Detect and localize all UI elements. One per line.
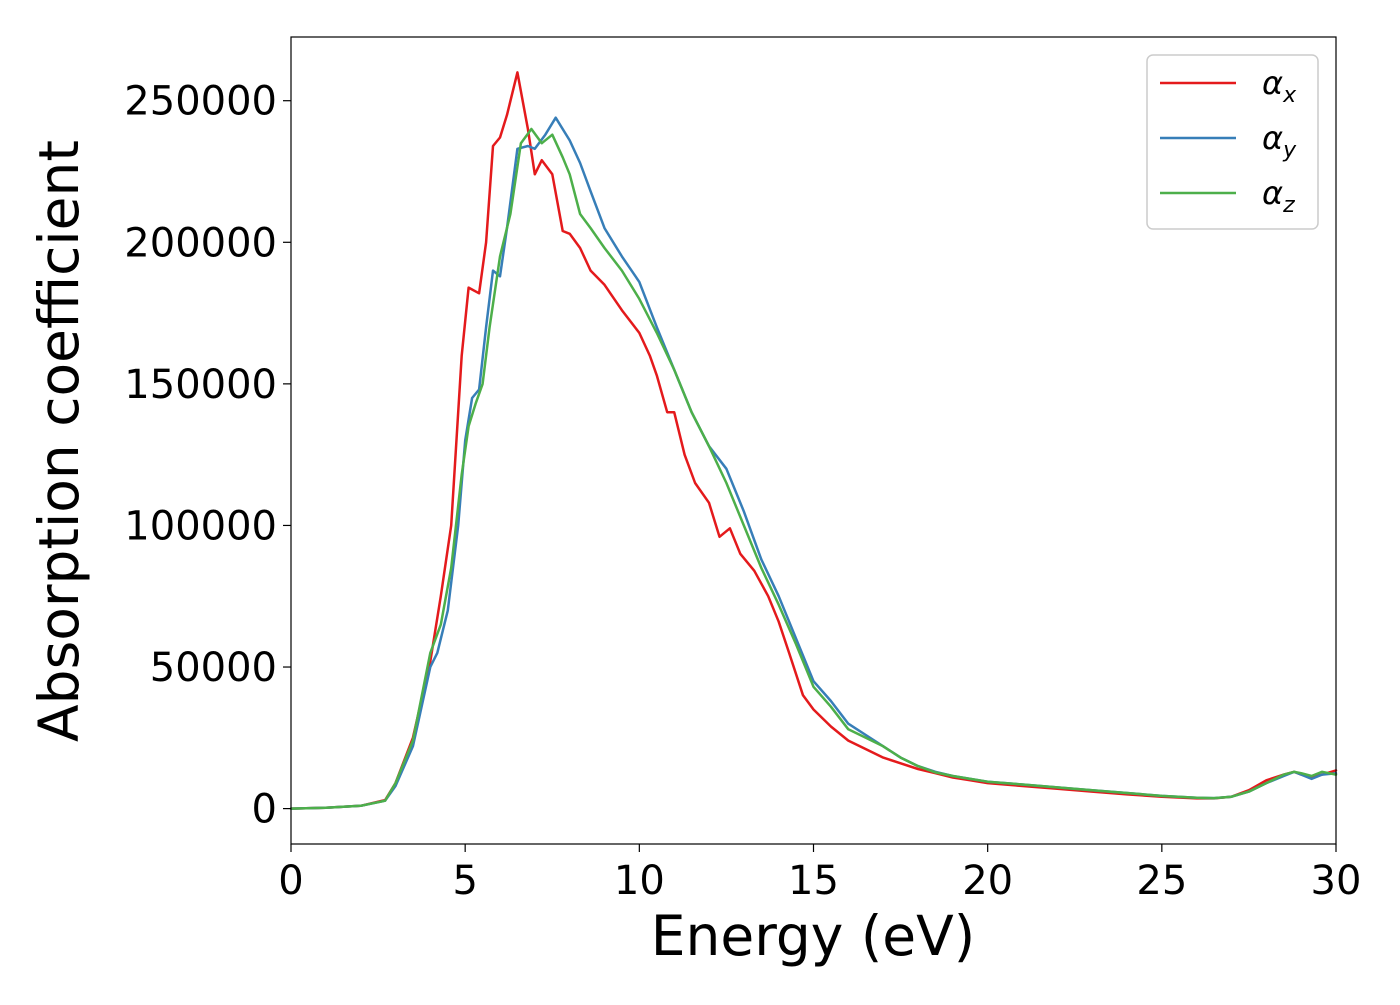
x-tick-label: 30 (1311, 858, 1362, 904)
y-axis: 0 50000 100000 150000 200000 250000 (124, 79, 291, 833)
x-tick-label: 10 (614, 858, 665, 904)
y-tick-label: 250000 (124, 79, 277, 125)
y-tick-label: 200000 (124, 220, 277, 266)
x-tick-label: 20 (962, 858, 1013, 904)
series-line-z (289, 127, 1338, 810)
x-tick-label: 5 (452, 858, 477, 904)
x-axis-label: Energy (eV) (651, 904, 975, 968)
legend-subscript: x (1282, 83, 1297, 108)
legend-box (1146, 54, 1319, 230)
legend-subscript: y (1282, 138, 1297, 163)
x-axis: 0 5 10 15 20 25 30 (278, 844, 1361, 904)
y-axis-label: Absorption coefficient (27, 140, 91, 742)
y-tick-label: 150000 (124, 362, 277, 408)
y-tick-label: 100000 (124, 503, 277, 549)
series-layer (289, 71, 1338, 810)
x-tick-label: 15 (788, 858, 839, 904)
x-tick-label: 0 (278, 858, 303, 904)
legend-subscript: z (1282, 193, 1295, 218)
y-tick-label: 0 (252, 787, 277, 833)
x-tick-label: 25 (1136, 858, 1187, 904)
y-tick-label: 50000 (150, 645, 277, 691)
